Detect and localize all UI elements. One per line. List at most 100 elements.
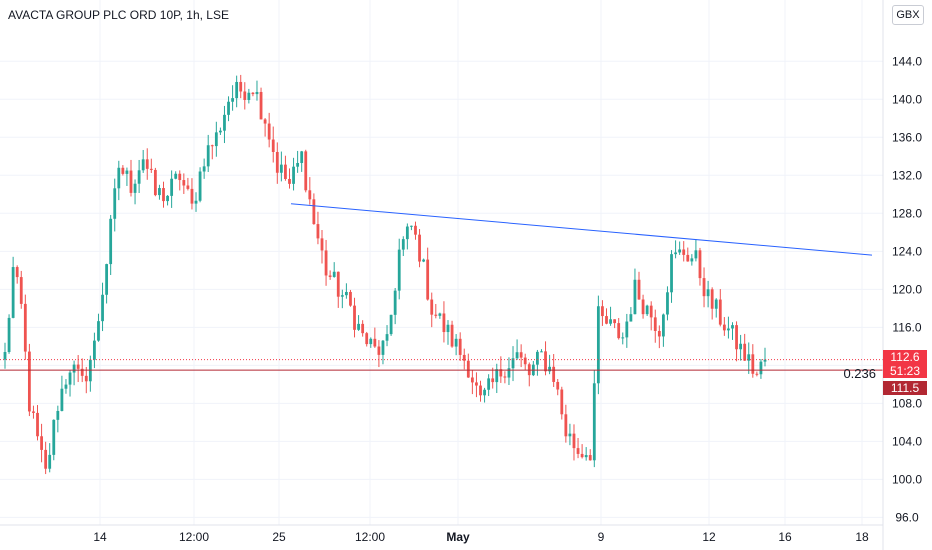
candle-body [393, 290, 397, 315]
candle-body [678, 249, 682, 253]
candle-body [60, 388, 64, 411]
candle [540, 349, 543, 353]
candle [576, 437, 580, 459]
candle [418, 229, 421, 268]
candle [531, 361, 535, 377]
candle-body [32, 411, 35, 413]
candle [422, 258, 426, 263]
candle [84, 366, 88, 394]
candle-body [657, 330, 661, 337]
candle-body [418, 234, 421, 262]
candle-body [714, 299, 718, 309]
candle-body [320, 238, 324, 251]
candle [267, 112, 271, 148]
candle [503, 371, 507, 384]
candle-body [462, 354, 466, 361]
candle-body [76, 364, 80, 369]
x-axis: 14 12:00 25 12:00 May 9 12 16 18 [0, 524, 883, 544]
y-tick-label: 108.0 [892, 396, 922, 410]
candle-body [385, 334, 389, 341]
candle-body [243, 91, 247, 100]
candle-body [548, 366, 551, 372]
candle-body [410, 225, 413, 227]
candle-body [588, 455, 592, 461]
candle-body [454, 338, 458, 347]
candle-body [442, 313, 446, 333]
candle [231, 85, 234, 111]
candle-body [316, 224, 320, 239]
candle-body [15, 267, 19, 278]
candle [336, 271, 340, 308]
candle [661, 313, 665, 347]
candle-body [235, 81, 239, 99]
candle [470, 369, 474, 395]
candle-body [625, 321, 629, 338]
candle-body [503, 376, 507, 378]
candle [300, 150, 304, 172]
candle [536, 349, 539, 376]
chart-title: AVACTA GROUP PLC ORD 10P, 1h, LSE [8, 8, 229, 22]
candle-body [223, 114, 226, 131]
candle [365, 331, 369, 347]
candle [202, 158, 206, 179]
candle-body [166, 195, 169, 202]
candle [666, 286, 669, 321]
candle [397, 238, 401, 300]
y-tick-label: 120.0 [892, 282, 922, 296]
candle [507, 357, 511, 385]
candle [27, 343, 31, 417]
candle-body [206, 145, 210, 167]
candle [292, 157, 295, 191]
y-tick-label: 96.0 [895, 510, 919, 524]
candle [206, 134, 210, 172]
candle-body [93, 340, 96, 360]
candle-body [731, 325, 734, 329]
candle [328, 270, 332, 280]
candle-body [56, 410, 60, 420]
x-tick-label: 9 [598, 530, 605, 544]
candles [3, 74, 767, 475]
candle-body [113, 188, 117, 219]
candle [3, 342, 7, 369]
candle [361, 320, 365, 337]
y-tick-label: 136.0 [892, 130, 922, 144]
candle-body [458, 338, 462, 355]
candle-body [178, 173, 182, 181]
candle-body [80, 368, 84, 376]
candle [312, 193, 316, 225]
candle-body [568, 433, 572, 437]
candle [450, 320, 454, 348]
candle-body [267, 123, 271, 140]
candle-body [23, 303, 27, 352]
candle [219, 127, 222, 135]
candle [430, 292, 434, 328]
candle [105, 263, 109, 304]
candle-body [149, 168, 153, 170]
candle-body [629, 314, 633, 322]
candle [511, 346, 515, 382]
candle-body [19, 277, 23, 304]
candle-body [450, 324, 454, 347]
candle-body [690, 258, 694, 262]
candle [414, 221, 417, 240]
candle-body [759, 361, 763, 375]
candle-body [247, 92, 251, 100]
x-tick-label: 25 [272, 530, 286, 544]
candle-body [649, 305, 653, 318]
candle-body [446, 324, 450, 333]
currency-button[interactable]: GBX [892, 5, 924, 25]
candle [288, 168, 291, 189]
candle-body [44, 449, 48, 469]
candle [475, 372, 478, 398]
candle [186, 177, 190, 191]
y-tick-label: 128.0 [892, 206, 922, 220]
trendline [290, 203, 873, 256]
candle [145, 148, 149, 180]
candle [426, 247, 430, 301]
candle-body [381, 340, 385, 355]
candle [381, 339, 385, 365]
y-tick-label: 144.0 [892, 54, 922, 68]
candle [548, 354, 551, 375]
